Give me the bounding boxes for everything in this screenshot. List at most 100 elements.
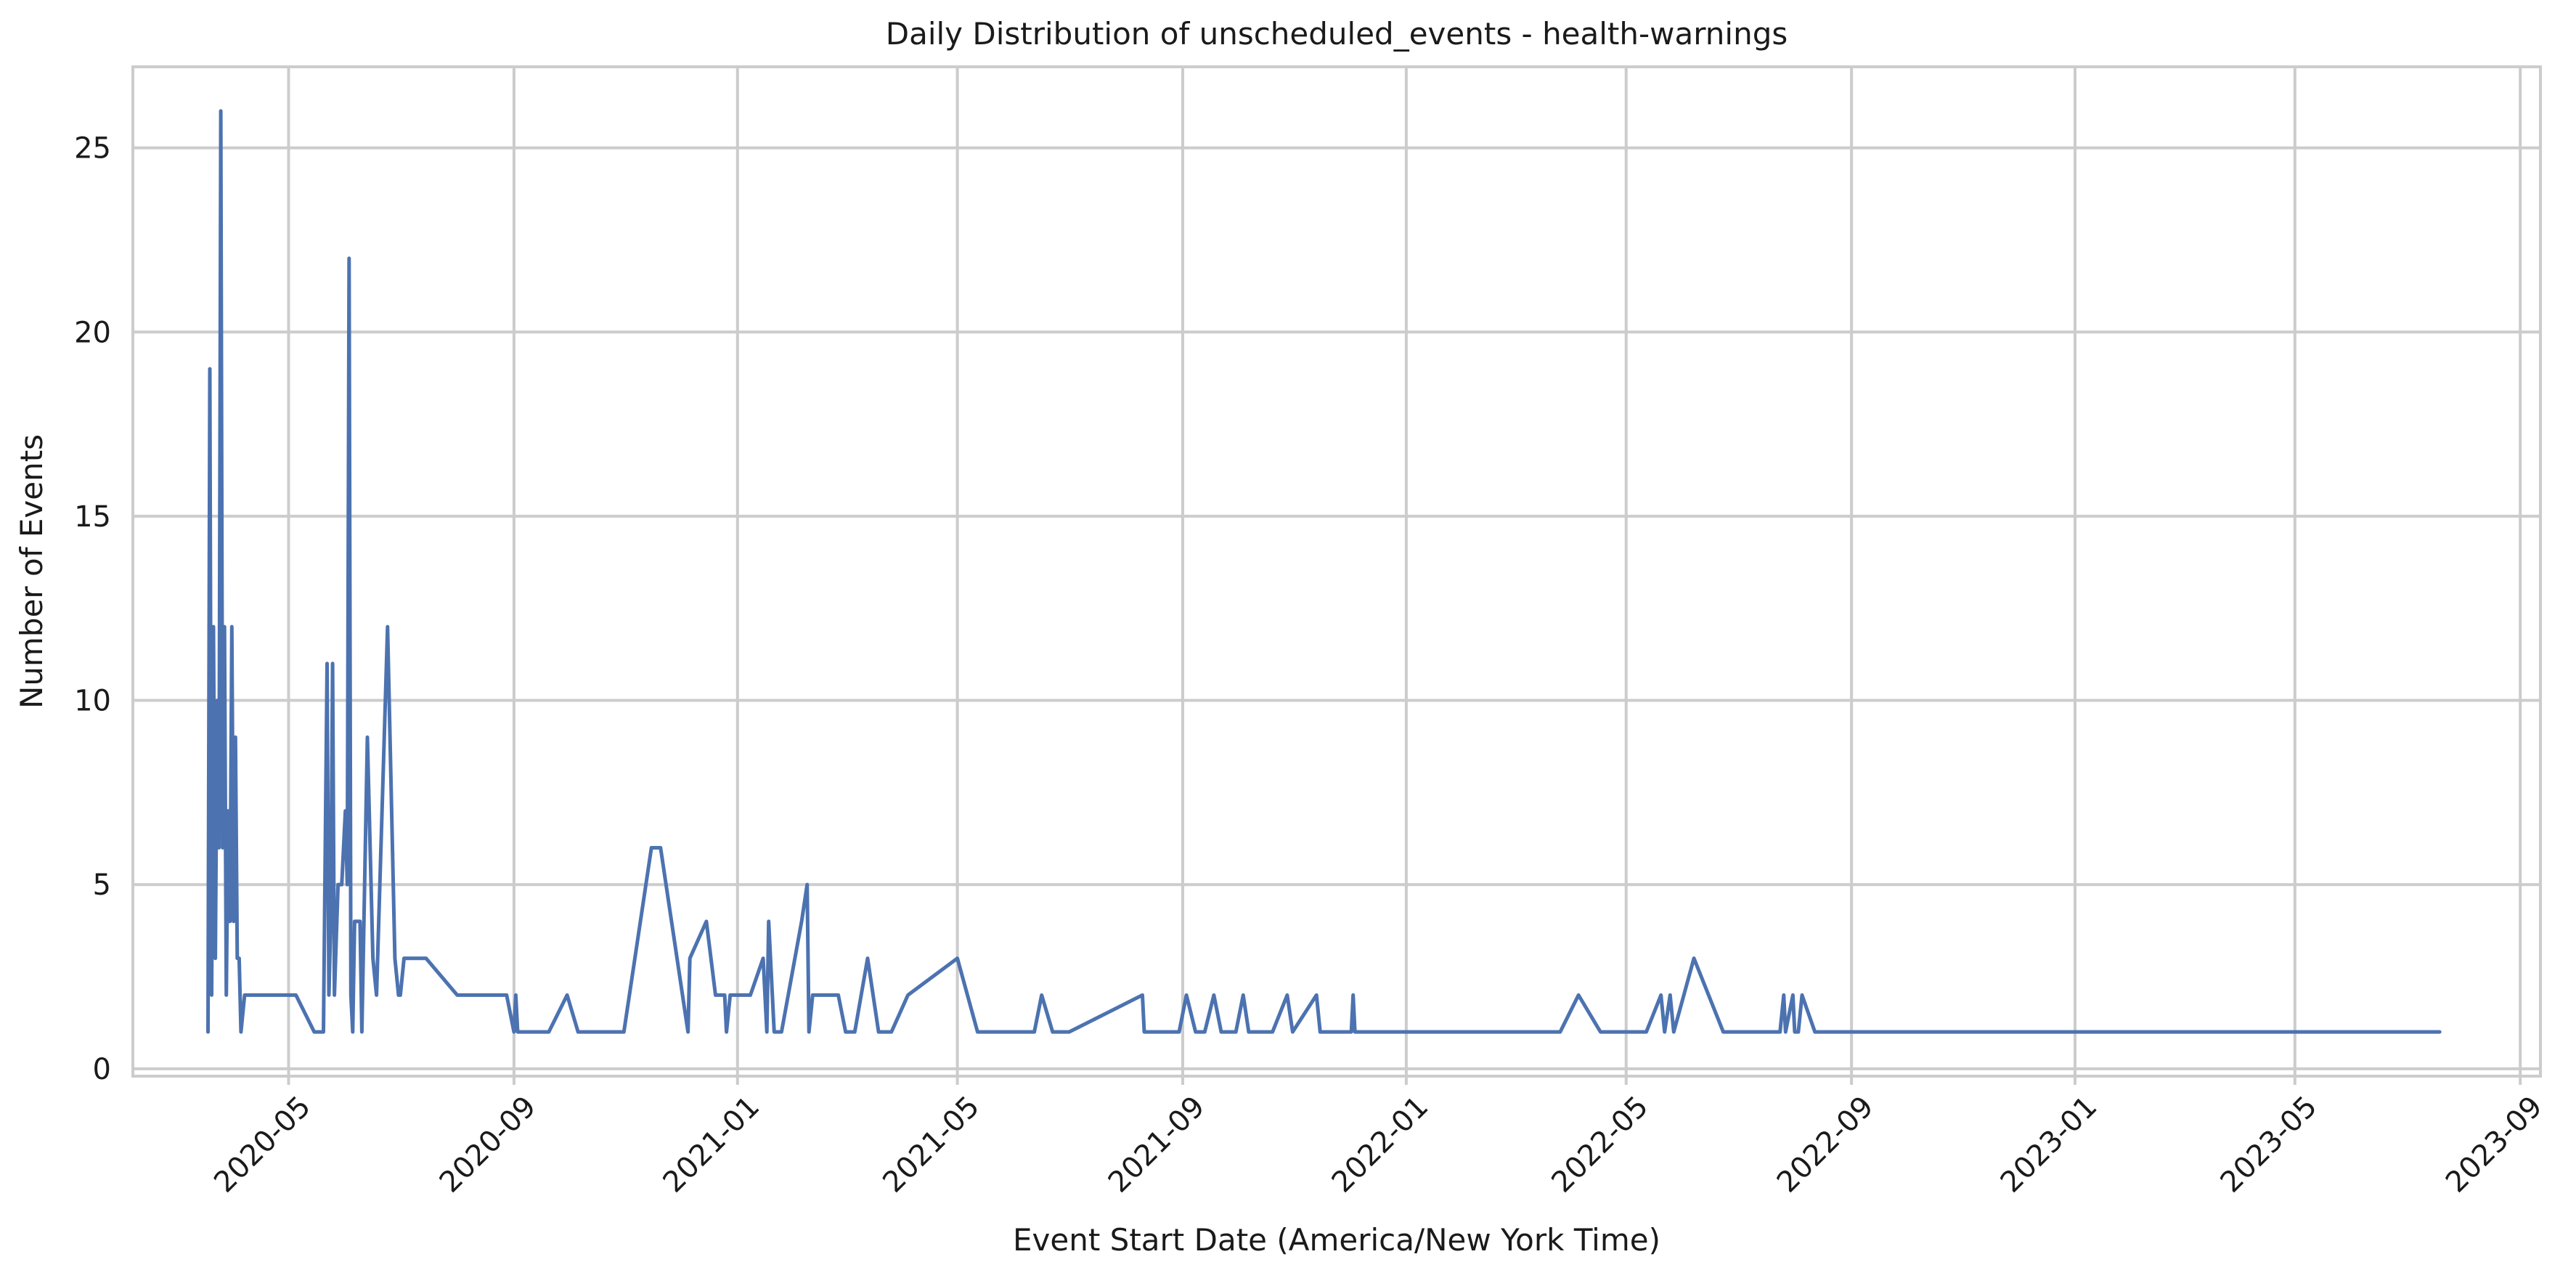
data-point xyxy=(213,956,218,961)
data-point xyxy=(2437,1030,2442,1034)
data-point xyxy=(547,1030,551,1034)
data-point xyxy=(565,993,569,997)
data-point xyxy=(761,956,765,961)
data-point xyxy=(340,882,344,887)
data-point xyxy=(294,993,298,997)
data-point xyxy=(1692,956,1696,961)
data-point xyxy=(955,956,960,961)
data-point xyxy=(358,919,362,924)
data-point xyxy=(1051,1030,1055,1034)
data-point xyxy=(767,919,771,924)
data-point xyxy=(722,993,727,997)
data-point xyxy=(906,993,910,997)
data-point xyxy=(876,1030,881,1034)
data-point xyxy=(322,1030,326,1034)
series-layer xyxy=(206,109,2442,1034)
data-point xyxy=(402,956,407,961)
data-point xyxy=(345,882,349,887)
data-point xyxy=(844,1030,848,1034)
data-point xyxy=(1194,1030,1198,1034)
data-point xyxy=(1067,1030,1072,1034)
data-point xyxy=(211,624,216,629)
data-point xyxy=(349,993,353,997)
data-point xyxy=(325,662,330,666)
data-point xyxy=(226,809,230,813)
data-point xyxy=(224,993,229,997)
data-point xyxy=(799,919,804,924)
data-point xyxy=(351,1030,355,1034)
data-point xyxy=(359,1030,364,1034)
data-point xyxy=(1796,1030,1801,1034)
data-point xyxy=(1800,993,1804,997)
data-point xyxy=(1318,1030,1322,1034)
data-point xyxy=(1576,993,1581,997)
y-tick-label: 20 xyxy=(74,316,111,349)
data-point xyxy=(229,624,234,629)
data-point xyxy=(347,256,351,261)
data-point xyxy=(1177,1030,1181,1034)
data-point xyxy=(513,993,518,997)
data-point xyxy=(1241,993,1245,997)
data-point xyxy=(810,993,815,997)
data-point xyxy=(1351,993,1356,997)
data-point xyxy=(686,1030,690,1034)
data-point xyxy=(455,993,460,997)
data-point xyxy=(1184,993,1189,997)
data-point xyxy=(1290,1030,1295,1034)
data-point xyxy=(1040,993,1044,997)
data-point xyxy=(1663,1030,1667,1034)
data-point xyxy=(1783,1030,1788,1034)
data-point xyxy=(688,956,692,961)
series-line xyxy=(206,109,2442,1034)
data-point xyxy=(233,735,237,739)
data-point xyxy=(1234,1030,1238,1034)
data-point xyxy=(1644,1030,1649,1034)
data-point xyxy=(210,993,214,997)
data-point xyxy=(865,956,870,961)
data-point xyxy=(215,699,219,703)
y-tick-label: 10 xyxy=(74,685,111,718)
data-point xyxy=(1668,993,1672,997)
chart-title: Daily Distribution of unscheduled_events… xyxy=(886,16,1788,52)
data-point xyxy=(1558,1030,1562,1034)
data-point xyxy=(239,1030,243,1034)
data-point xyxy=(1247,1030,1251,1034)
data-point xyxy=(222,624,227,629)
data-point xyxy=(232,919,236,924)
data-point xyxy=(649,846,653,850)
data-point xyxy=(659,846,663,850)
data-point xyxy=(749,993,753,997)
data-point xyxy=(1659,993,1663,997)
data-point xyxy=(333,993,337,997)
data-point xyxy=(386,624,390,629)
data-point xyxy=(1314,993,1318,997)
data-point xyxy=(728,993,733,997)
data-point xyxy=(398,993,402,997)
data-point xyxy=(576,1030,580,1034)
data-point xyxy=(1782,993,1786,997)
data-point xyxy=(312,1030,317,1034)
data-point xyxy=(505,993,509,997)
data-point xyxy=(1142,1030,1146,1034)
plot-frame xyxy=(131,65,2542,1078)
data-point xyxy=(393,956,397,961)
data-point xyxy=(852,1030,857,1034)
data-point xyxy=(329,919,333,924)
data-point xyxy=(208,367,212,371)
data-point xyxy=(807,1030,811,1034)
x-axis-label: Event Start Date (America/New York Time) xyxy=(1013,1222,1660,1258)
data-point xyxy=(805,882,810,887)
data-point xyxy=(1778,1030,1782,1034)
data-point xyxy=(1671,1030,1676,1034)
data-point xyxy=(365,735,370,739)
y-tick-label: 0 xyxy=(93,1053,111,1086)
data-point xyxy=(1353,1030,1357,1034)
data-point xyxy=(1032,1030,1037,1034)
data-point xyxy=(1271,1030,1275,1034)
data-point xyxy=(242,993,247,997)
data-point xyxy=(1202,1030,1207,1034)
data-point xyxy=(257,993,261,997)
y-axis-ticks: 0 5 10 15 20 25 xyxy=(74,132,111,1086)
